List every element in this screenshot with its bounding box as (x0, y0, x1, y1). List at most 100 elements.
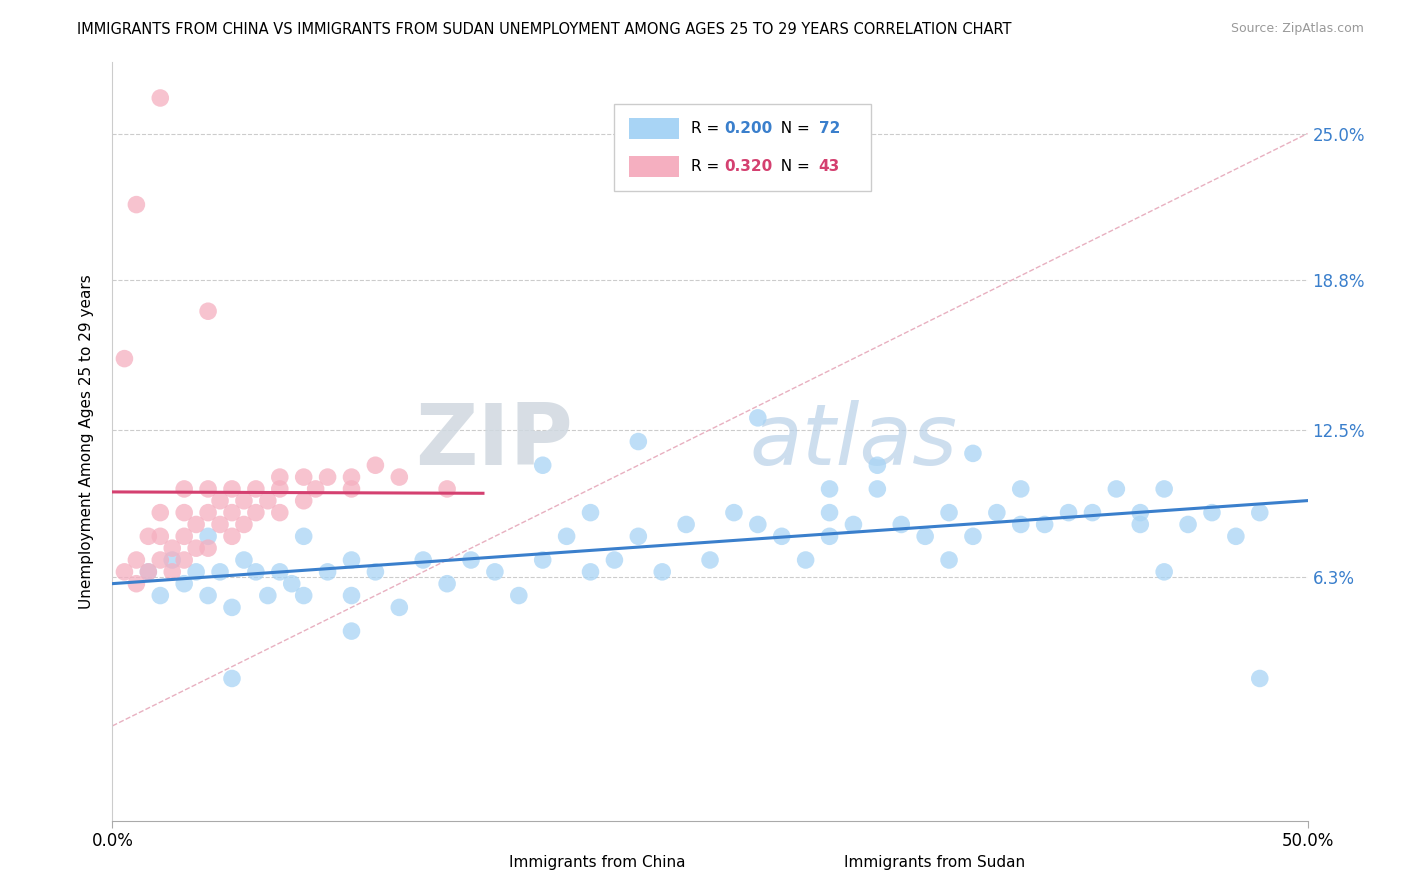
Point (364, 565, 387, 579)
Point (699, 553, 721, 567)
Point (818, 482, 841, 496)
Point (675, 517, 697, 532)
Point (938, 553, 960, 567)
Point (292, 493, 315, 508)
Point (1177, 517, 1199, 532)
Point (340, 482, 363, 496)
Point (281, 576, 304, 591)
Point (173, 576, 195, 591)
Text: ZIP: ZIP (415, 400, 572, 483)
Point (114, 565, 135, 579)
Point (508, 589, 530, 603)
Point (579, 565, 602, 579)
Point (340, 589, 363, 603)
Point (1129, 506, 1152, 520)
Point (209, 493, 232, 508)
Point (340, 624, 363, 639)
Point (890, 517, 912, 532)
Text: 0.200: 0.200 (724, 121, 773, 136)
Point (209, 517, 232, 532)
Point (914, 529, 936, 543)
Point (1010, 482, 1032, 496)
Point (531, 458, 554, 473)
Point (484, 565, 506, 579)
Point (986, 506, 1008, 520)
Point (269, 506, 291, 520)
Point (149, 529, 172, 543)
Point (436, 482, 458, 496)
Point (245, 506, 267, 520)
Text: R =: R = (690, 159, 724, 174)
Point (125, 553, 148, 567)
Point (723, 506, 745, 520)
Point (962, 446, 984, 460)
Point (412, 553, 434, 567)
Text: N =: N = (770, 159, 814, 174)
Point (818, 529, 841, 543)
Point (125, 197, 148, 211)
Point (1010, 517, 1032, 532)
Point (316, 565, 339, 579)
Point (125, 576, 148, 591)
Point (221, 529, 243, 543)
Point (1129, 517, 1152, 532)
FancyBboxPatch shape (787, 855, 835, 876)
Point (186, 517, 208, 532)
FancyBboxPatch shape (614, 104, 872, 191)
Point (162, 541, 183, 556)
Point (1249, 672, 1271, 686)
Text: IMMIGRANTS FROM CHINA VS IMMIGRANTS FROM SUDAN UNEMPLOYMENT AMONG AGES 25 TO 29 : IMMIGRANTS FROM CHINA VS IMMIGRANTS FROM… (77, 22, 1012, 37)
Point (292, 529, 315, 543)
Point (388, 470, 411, 484)
Point (162, 553, 183, 567)
Text: N =: N = (770, 121, 814, 136)
Point (173, 529, 195, 543)
Point (233, 517, 256, 532)
Point (938, 506, 960, 520)
Point (257, 493, 280, 508)
Point (197, 506, 219, 520)
Point (269, 470, 291, 484)
Point (149, 506, 172, 520)
Point (173, 553, 195, 567)
Point (149, 91, 172, 105)
FancyBboxPatch shape (453, 855, 501, 876)
Point (1033, 517, 1056, 532)
Point (221, 672, 243, 686)
Point (794, 553, 817, 567)
Point (340, 470, 363, 484)
Point (245, 482, 267, 496)
Point (818, 506, 841, 520)
Point (149, 553, 172, 567)
Point (233, 493, 256, 508)
Point (162, 565, 183, 579)
Point (340, 553, 363, 567)
Text: atlas: atlas (749, 400, 957, 483)
Point (460, 553, 482, 567)
Point (627, 529, 650, 543)
Point (173, 482, 195, 496)
Point (1225, 529, 1247, 543)
Point (1105, 482, 1128, 496)
Point (866, 482, 889, 496)
Point (292, 470, 315, 484)
Point (364, 458, 387, 473)
Point (186, 541, 208, 556)
Point (1153, 482, 1175, 496)
Point (292, 589, 315, 603)
Point (627, 434, 650, 449)
Point (269, 482, 291, 496)
Point (138, 565, 160, 579)
Text: Source: ZipAtlas.com: Source: ZipAtlas.com (1230, 22, 1364, 36)
Point (1081, 506, 1104, 520)
Point (269, 565, 291, 579)
Point (197, 589, 219, 603)
Point (962, 529, 984, 543)
Point (197, 529, 219, 543)
Point (651, 565, 673, 579)
FancyBboxPatch shape (628, 118, 679, 139)
Point (197, 304, 219, 318)
Point (245, 565, 267, 579)
Point (173, 506, 195, 520)
Point (579, 506, 602, 520)
